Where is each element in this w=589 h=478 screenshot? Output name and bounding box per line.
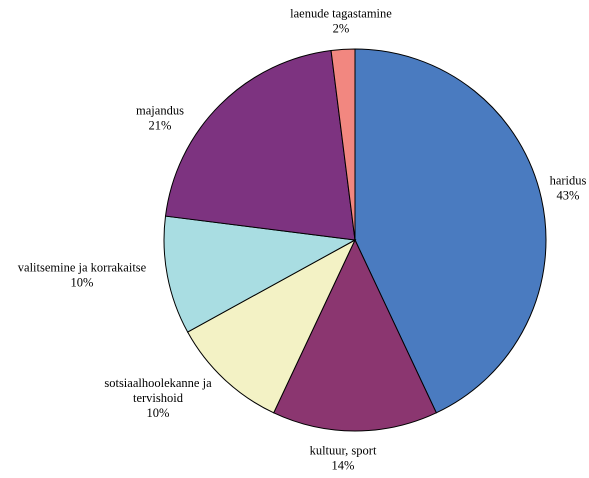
slice-label: kultuur, sport 14%	[310, 444, 377, 473]
slice-name-label: kultuur, sport	[310, 444, 377, 458]
slice-percent-label: 21%	[149, 119, 172, 133]
slice-name-label: haridus	[550, 174, 587, 188]
slice-label: sotsiaalhoolekanne ja tervishoid 10%	[104, 376, 212, 420]
pie-slice-sotsiaalhoolekanne-ja-tervishoid	[186, 238, 357, 414]
slice-percent-label: 2%	[333, 22, 350, 36]
slice-name-label: majandus	[136, 104, 184, 118]
slice-percent-label: 43%	[557, 189, 580, 203]
slice-percent-label: 10%	[147, 406, 170, 420]
pie-slice-majandus	[164, 49, 356, 241]
pie-slice-valitsemine-ja-korrakaitse	[163, 215, 357, 333]
pie-labels: haridus 43% kultuur, sport 14% sotsiaalhoole…	[18, 7, 587, 473]
slice-name-label: sotsiaalhoolekanne ja	[104, 376, 212, 390]
slice-label: majandus 21%	[136, 104, 184, 133]
slice-label: laenude tagastamine 2%	[290, 7, 392, 36]
pie-slices	[163, 48, 547, 432]
slice-percent-label: 10%	[71, 276, 94, 290]
slice-percent-label: 14%	[332, 459, 355, 473]
slice-name-label: tervishoid	[133, 391, 184, 405]
pie-slice-haridus	[354, 48, 547, 414]
slice-label: valitsemine ja korrakaitse 10%	[18, 261, 147, 290]
pie-slice-kultuur-sport	[273, 238, 437, 432]
pie-slice-laenude-tagastamine	[330, 48, 356, 241]
slice-label: haridus 43%	[550, 174, 587, 203]
slice-name-label: valitsemine ja korrakaitse	[18, 261, 147, 275]
slice-name-label: laenude tagastamine	[290, 7, 392, 21]
